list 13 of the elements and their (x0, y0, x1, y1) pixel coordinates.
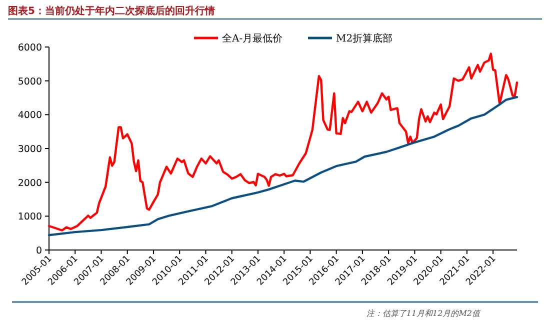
line-series (48, 52, 518, 232)
y-tick-label: 2000 (18, 178, 42, 189)
line-series (48, 96, 518, 236)
chart-title: 图表5：当前仍处于年内二次探底后的回升行情 (8, 5, 215, 17)
y-tick-label: 3000 (18, 144, 42, 155)
legend-label: 全A-月最低价 (222, 32, 283, 44)
y-tick-label: 6000 (18, 42, 42, 54)
legend-label: M2折算底部 (336, 32, 393, 44)
y-tick-label: 5000 (18, 76, 42, 88)
text: 注：估算了11月和12月的M2值 (366, 309, 481, 318)
y-tick-label: 1000 (18, 212, 42, 223)
y-tick-label: 4000 (18, 110, 42, 122)
y-tick-label: 0 (36, 246, 42, 256)
